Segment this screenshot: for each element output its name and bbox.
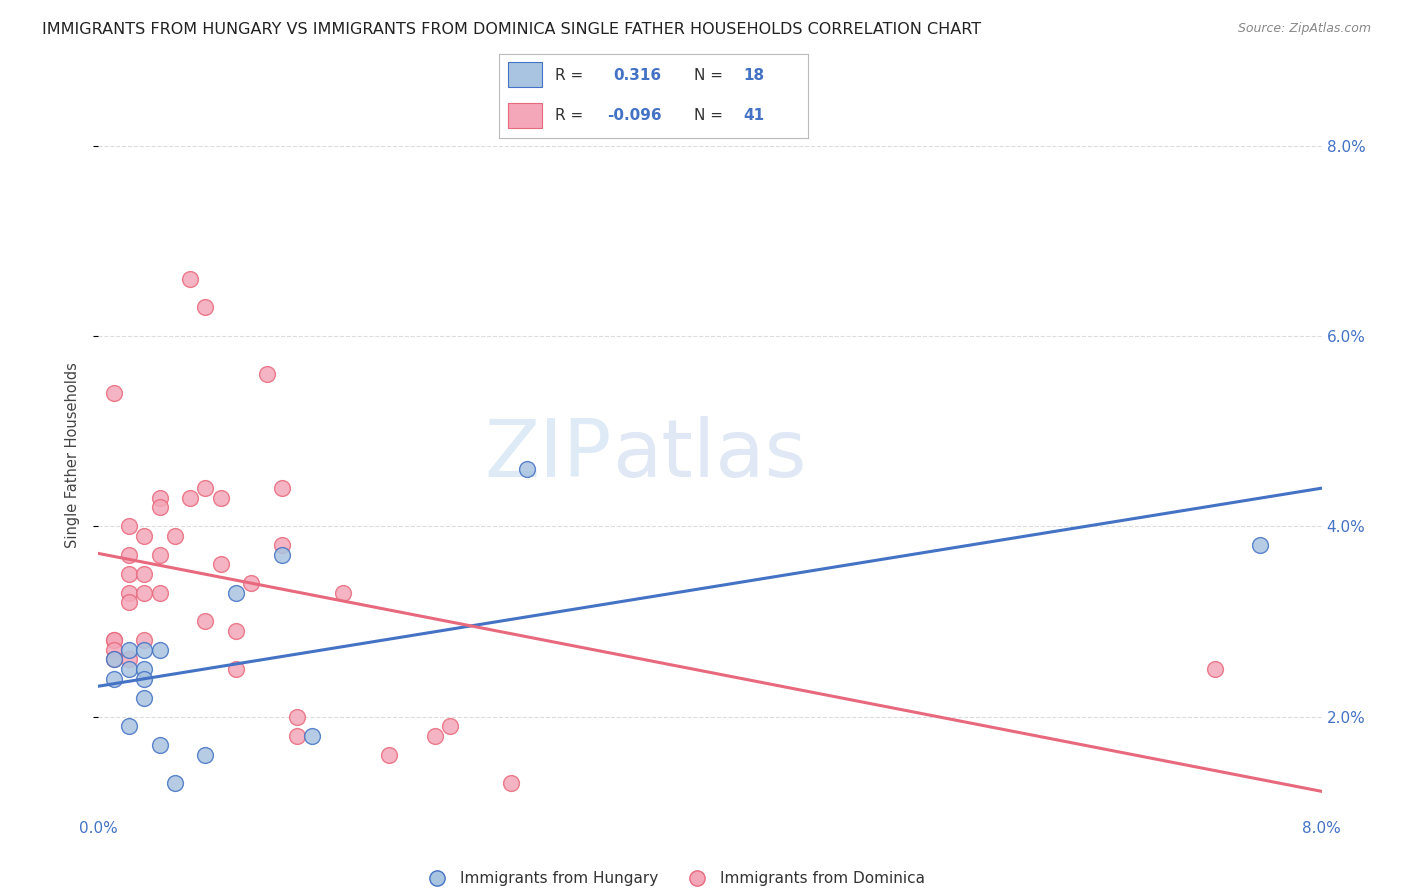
Text: -0.096: -0.096 xyxy=(607,108,662,123)
Point xyxy=(256,367,278,381)
Point xyxy=(118,586,141,600)
Point xyxy=(209,491,232,505)
Point xyxy=(163,776,186,790)
Point xyxy=(134,690,156,705)
Point xyxy=(103,643,125,657)
Point xyxy=(179,272,201,286)
Text: atlas: atlas xyxy=(612,416,807,494)
Point xyxy=(134,672,156,686)
Point xyxy=(194,615,217,629)
Point xyxy=(149,491,172,505)
Point xyxy=(149,500,172,515)
Point xyxy=(225,662,247,676)
Legend: Immigrants from Hungary, Immigrants from Dominica: Immigrants from Hungary, Immigrants from… xyxy=(422,871,925,886)
Point xyxy=(1249,538,1271,552)
Point xyxy=(516,462,538,476)
Point xyxy=(103,386,125,401)
Point xyxy=(240,576,263,591)
Text: 41: 41 xyxy=(744,108,765,123)
Point xyxy=(179,491,201,505)
Point xyxy=(118,662,141,676)
Point xyxy=(501,776,523,790)
Text: 0.316: 0.316 xyxy=(613,68,662,83)
Text: IMMIGRANTS FROM HUNGARY VS IMMIGRANTS FROM DOMINICA SINGLE FATHER HOUSEHOLDS COR: IMMIGRANTS FROM HUNGARY VS IMMIGRANTS FR… xyxy=(42,22,981,37)
Point xyxy=(301,729,323,743)
Point xyxy=(194,747,217,762)
Point xyxy=(118,519,141,533)
Point xyxy=(270,481,294,495)
Point xyxy=(134,586,156,600)
Point xyxy=(378,747,401,762)
Point xyxy=(103,633,125,648)
Point xyxy=(209,558,232,572)
Point xyxy=(103,672,125,686)
Point xyxy=(134,662,156,676)
Point xyxy=(134,529,156,543)
Text: Source: ZipAtlas.com: Source: ZipAtlas.com xyxy=(1237,22,1371,36)
Point xyxy=(149,738,172,752)
Point xyxy=(118,652,141,666)
Point xyxy=(118,548,141,562)
Point xyxy=(225,586,247,600)
Point xyxy=(118,719,141,733)
Point xyxy=(118,566,141,581)
Point xyxy=(134,643,156,657)
Point xyxy=(1204,662,1226,676)
Point xyxy=(134,633,156,648)
Point xyxy=(118,595,141,609)
Text: N =: N = xyxy=(695,68,723,83)
Point xyxy=(194,301,217,315)
Point xyxy=(225,624,247,638)
Point xyxy=(149,548,172,562)
Text: ZIP: ZIP xyxy=(485,416,612,494)
Point xyxy=(285,709,308,723)
Point xyxy=(423,729,446,743)
Y-axis label: Single Father Households: Single Father Households xyxy=(65,362,80,548)
Point xyxy=(103,633,125,648)
Text: 18: 18 xyxy=(744,68,765,83)
Point xyxy=(134,566,156,581)
Point xyxy=(285,729,308,743)
Text: R =: R = xyxy=(555,108,583,123)
Point xyxy=(270,548,294,562)
Point xyxy=(332,586,354,600)
Text: R =: R = xyxy=(555,68,583,83)
Text: N =: N = xyxy=(695,108,723,123)
Point xyxy=(103,652,125,666)
FancyBboxPatch shape xyxy=(509,103,543,128)
Point xyxy=(149,586,172,600)
Point xyxy=(103,652,125,666)
Point xyxy=(439,719,461,733)
Point xyxy=(194,481,217,495)
Point xyxy=(118,643,141,657)
FancyBboxPatch shape xyxy=(509,62,543,87)
Point xyxy=(149,643,172,657)
Point xyxy=(163,529,186,543)
Point xyxy=(270,538,294,552)
